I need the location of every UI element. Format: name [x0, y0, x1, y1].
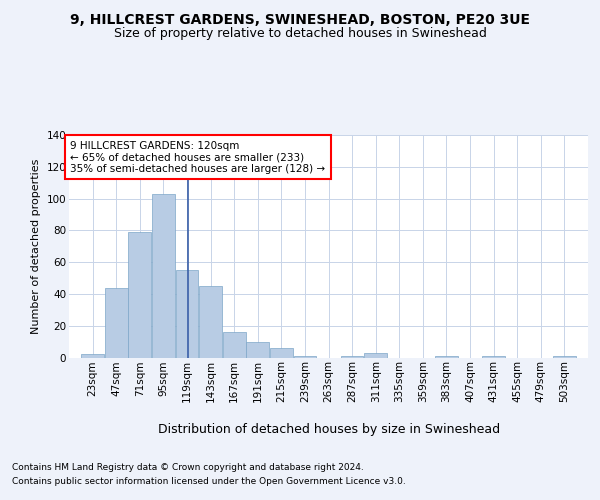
Text: Contains HM Land Registry data © Crown copyright and database right 2024.: Contains HM Land Registry data © Crown c…	[12, 462, 364, 471]
Bar	[199, 286, 222, 358]
Text: Distribution of detached houses by size in Swineshead: Distribution of detached houses by size …	[158, 422, 500, 436]
Bar	[128, 232, 151, 358]
Bar	[105, 288, 128, 358]
Text: 9 HILLCREST GARDENS: 120sqm
← 65% of detached houses are smaller (233)
35% of se: 9 HILLCREST GARDENS: 120sqm ← 65% of det…	[70, 140, 326, 174]
Bar	[364, 352, 387, 358]
Bar	[482, 356, 505, 358]
Bar	[293, 356, 316, 358]
Text: Size of property relative to detached houses in Swineshead: Size of property relative to detached ho…	[113, 28, 487, 40]
Bar	[247, 342, 269, 357]
Bar	[270, 348, 293, 358]
Y-axis label: Number of detached properties: Number of detached properties	[31, 158, 41, 334]
Text: 9, HILLCREST GARDENS, SWINESHEAD, BOSTON, PE20 3UE: 9, HILLCREST GARDENS, SWINESHEAD, BOSTON…	[70, 12, 530, 26]
Bar	[435, 356, 458, 358]
Bar	[341, 356, 364, 358]
Bar	[223, 332, 245, 357]
Text: Contains public sector information licensed under the Open Government Licence v3: Contains public sector information licen…	[12, 478, 406, 486]
Bar	[553, 356, 576, 358]
Bar	[152, 194, 175, 358]
Bar	[81, 354, 104, 358]
Bar	[176, 270, 199, 358]
